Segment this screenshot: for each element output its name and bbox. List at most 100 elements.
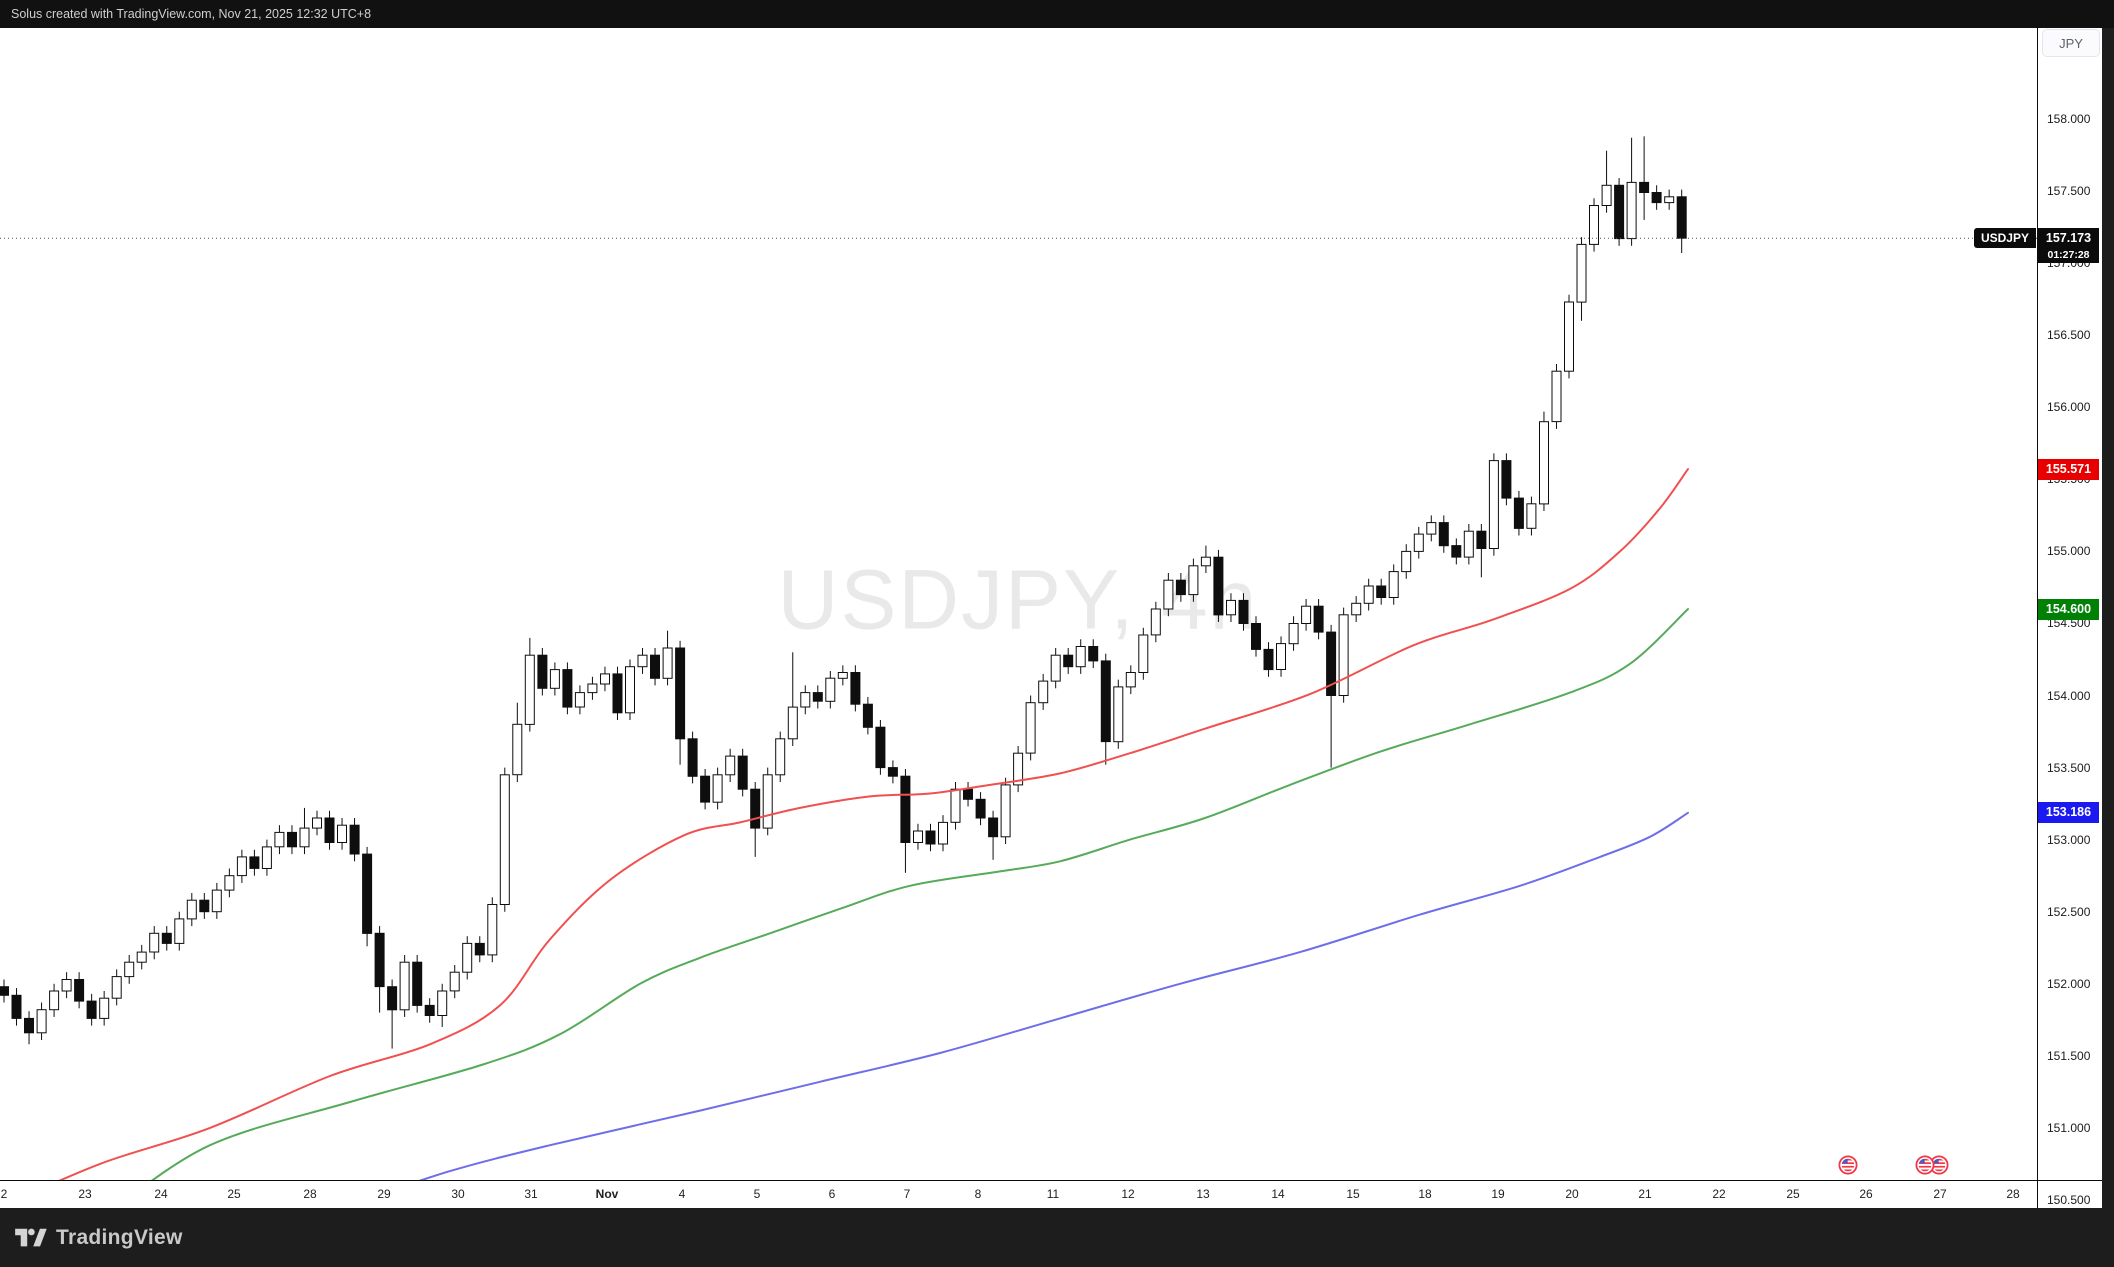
candlestick — [111, 969, 122, 1006]
time-axis-label: 28 — [303, 1187, 317, 1201]
candlestick — [1188, 558, 1199, 602]
time-axis[interactable]: 2 23 24 25 28 29 30 31 Nov 4 5 6 7 8 11 12 13 14 15 18 19 20 2… — [0, 1180, 2037, 1208]
candlestick-chart[interactable] — [0, 28, 2037, 1180]
candlestick — [1513, 490, 1524, 536]
candlestick — [775, 731, 786, 782]
attribution-bar: Solus created with TradingView.com, Nov … — [0, 0, 2114, 28]
current-price-box: 157.173 — [2038, 228, 2099, 249]
candlestick — [1200, 545, 1211, 573]
candlestick — [36, 1002, 47, 1040]
time-axis-label: 23 — [78, 1187, 92, 1201]
candlestick — [1639, 136, 1650, 220]
candlestick — [712, 767, 723, 810]
candlestick — [24, 1011, 34, 1045]
candlestick — [1601, 150, 1612, 213]
time-axis-label: 22 — [1712, 1187, 1726, 1201]
candlestick — [399, 955, 410, 1017]
candlestick — [1263, 642, 1274, 677]
candlestick — [625, 659, 635, 720]
candlestick — [700, 769, 711, 810]
candlestick — [474, 936, 485, 963]
candlestick — [787, 652, 798, 746]
candlestick — [1226, 593, 1236, 622]
candlestick — [1488, 453, 1499, 556]
time-axis-label: 29 — [377, 1187, 391, 1201]
candlestick — [900, 769, 911, 873]
candlestick — [837, 665, 848, 686]
candlestick — [913, 823, 923, 850]
candlestick — [1551, 364, 1562, 429]
candlestick — [938, 815, 948, 852]
candlestick — [1589, 198, 1599, 252]
candlestick — [988, 810, 999, 860]
price-tick-label: 153.500 — [2047, 760, 2091, 775]
candlestick — [211, 882, 222, 919]
candlestick — [186, 893, 197, 927]
candlestick — [1038, 673, 1049, 710]
us-flag-icon[interactable] — [1915, 1155, 1935, 1175]
time-axis-label: 25 — [227, 1187, 241, 1201]
candlestick — [1088, 639, 1099, 669]
candlestick — [174, 911, 185, 951]
price-tick-label: 154.000 — [2047, 688, 2091, 703]
candlestick — [812, 685, 823, 709]
tradingview-logo[interactable]: TradingView — [13, 1225, 183, 1251]
currency-toggle-button[interactable]: JPY — [2042, 29, 2100, 57]
candlestick — [963, 782, 973, 807]
candlestick — [875, 720, 886, 775]
candlestick — [374, 926, 385, 1013]
candlestick — [387, 979, 398, 1049]
candlestick — [412, 955, 423, 1013]
candlestick — [99, 991, 110, 1026]
candlestick — [1426, 515, 1437, 542]
us-flag-icon[interactable] — [1929, 1155, 1949, 1175]
time-axis-label: 31 — [524, 1187, 538, 1201]
candlestick — [1626, 137, 1637, 246]
candlestick — [136, 944, 147, 970]
candlestick — [1013, 746, 1024, 793]
ma-value-badge: 155.571 — [2038, 458, 2099, 480]
candlestick — [1288, 616, 1299, 651]
candlestick — [274, 825, 285, 855]
candlestick — [1614, 178, 1625, 246]
candlestick — [1326, 624, 1337, 768]
candlestick — [562, 662, 573, 715]
price-tick-label: 153.000 — [2047, 832, 2091, 847]
candlestick — [1338, 607, 1349, 703]
price-line-symbol-tag: USDJPY — [1973, 228, 2036, 249]
candlestick — [612, 666, 623, 720]
ma-mid-line — [151, 608, 1689, 1180]
axis-divider — [2038, 1180, 2103, 1181]
chart-canvas[interactable]: USDJPY, 4h USDJPY — [0, 28, 2037, 1180]
time-axis-label: 4 — [678, 1187, 686, 1201]
candlestick — [1501, 453, 1512, 506]
candlestick — [499, 767, 510, 912]
candlestick — [1363, 578, 1374, 611]
tradingview-logo-text: TradingView — [56, 1225, 183, 1249]
candlestick — [449, 965, 460, 999]
us-flag-icon[interactable] — [1838, 1155, 1858, 1175]
price-tick-label: 158.000 — [2047, 112, 2091, 126]
candlestick — [161, 926, 172, 951]
time-axis-label: 15 — [1346, 1187, 1360, 1201]
candlestick — [1576, 237, 1587, 321]
time-axis-label: 7 — [903, 1187, 911, 1201]
candlestick — [737, 748, 748, 797]
price-tick-label: 150.500 — [2047, 1192, 2091, 1207]
price-axis[interactable]: JPY 158.000157.500157.000156.500156.0001… — [2037, 28, 2103, 1208]
candlestick — [975, 792, 986, 826]
time-axis-label: 28 — [2006, 1187, 2020, 1201]
candlestick — [1388, 564, 1399, 605]
time-axis-label: 26 — [1859, 1187, 1873, 1201]
candlestick — [1313, 599, 1324, 640]
candlestick — [312, 810, 322, 836]
tradingview-logo-icon — [15, 1228, 47, 1246]
candlestick — [574, 685, 585, 715]
time-axis-label: 30 — [451, 1187, 465, 1201]
time-axis-label: 6 — [828, 1187, 836, 1201]
time-axis-label: 8 — [974, 1187, 982, 1201]
candlestick — [1175, 573, 1186, 602]
candlestick — [1163, 573, 1174, 617]
candlestick — [549, 662, 560, 696]
time-axis-label: 25 — [1786, 1187, 1800, 1201]
